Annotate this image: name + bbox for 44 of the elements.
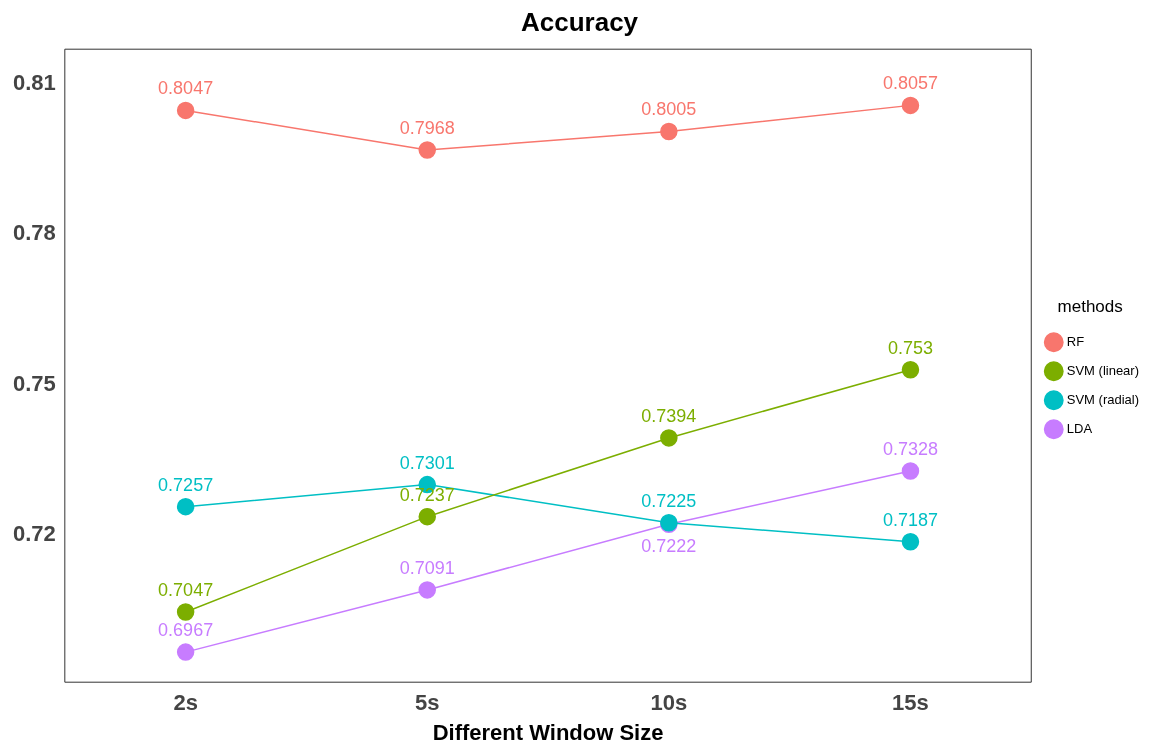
point — [176, 643, 195, 661]
x-tick-label: 15s — [892, 690, 929, 716]
data-label: 0.7047 — [158, 579, 214, 600]
data-label: 0.7091 — [399, 557, 455, 578]
y-tick-label: 0.75 — [12, 370, 56, 396]
data-label: 0.7394 — [641, 405, 697, 426]
data-label: 0.7968 — [399, 117, 455, 138]
data-label: 0.7225 — [641, 490, 697, 511]
point — [418, 507, 436, 526]
point — [176, 497, 195, 516]
data-label: 0.6967 — [158, 620, 214, 641]
y-tick-label: 0.72 — [12, 521, 56, 547]
data-label: 0.7237 — [399, 484, 455, 505]
data-label: 0.7301 — [399, 452, 455, 473]
data-label: 0.7328 — [882, 439, 938, 459]
data-label: 0.8047 — [158, 78, 214, 99]
x-axis-title: Different Window Size — [432, 719, 664, 745]
legend-label: RF — [1066, 333, 1085, 349]
point — [660, 429, 678, 447]
data-label: 0.8005 — [641, 99, 697, 120]
point — [176, 603, 195, 621]
data-label: 0.7257 — [158, 474, 214, 495]
legend-label: SVM (radial) — [1066, 391, 1140, 407]
y-tick-label: 0.81 — [12, 69, 56, 95]
point — [901, 360, 920, 379]
legend-title: methods — [1057, 297, 1123, 317]
point — [176, 101, 195, 120]
x-tick-label: 5s — [414, 690, 440, 716]
legend-label: LDA — [1066, 420, 1093, 436]
point — [901, 96, 920, 115]
data-label: 0.8057 — [882, 73, 938, 94]
data-label: 0.7222 — [641, 536, 697, 557]
legend-label: SVM (linear) — [1066, 362, 1140, 378]
point — [660, 122, 678, 141]
data-label: 0.7187 — [882, 509, 938, 530]
point — [901, 533, 920, 551]
point — [901, 462, 920, 480]
x-tick-label: 10s — [650, 690, 688, 716]
data-label: 0.753 — [887, 337, 933, 358]
y-tick-label: 0.78 — [12, 220, 56, 246]
chart-title: Accuracy — [520, 6, 639, 37]
x-tick-label: 2s — [173, 690, 198, 716]
point — [418, 581, 436, 599]
point — [418, 141, 436, 159]
